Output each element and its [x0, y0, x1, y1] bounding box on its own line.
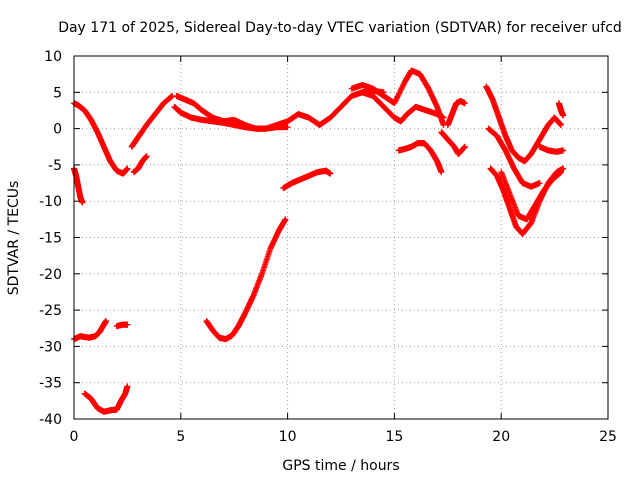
- series-arc16: [203, 216, 289, 343]
- x-tick-label: 15: [385, 429, 403, 445]
- data-point: [394, 93, 401, 100]
- series-arc22: [555, 100, 567, 119]
- y-axis-label: SDTVAR / TECUs: [6, 181, 22, 296]
- data-point: [124, 321, 131, 328]
- data-point: [79, 199, 86, 206]
- data-point: [391, 100, 398, 107]
- data-point: [558, 121, 565, 128]
- data-point: [143, 153, 150, 160]
- series-arc21: [536, 143, 567, 155]
- data-point: [558, 169, 565, 176]
- y-tick-label: -25: [39, 303, 62, 319]
- y-tick-label: -20: [39, 267, 62, 283]
- series-arc3: [71, 317, 110, 343]
- data-point: [284, 124, 291, 131]
- data-point: [124, 383, 131, 390]
- data-points: [71, 67, 567, 415]
- x-tick-label: 25: [599, 429, 617, 445]
- data-point: [536, 180, 543, 187]
- data-point: [560, 147, 567, 154]
- series-arc7: [128, 92, 176, 150]
- x-tick-label: 5: [176, 429, 185, 445]
- data-point: [396, 89, 403, 96]
- series-arc9: [173, 87, 387, 132]
- data-point: [461, 143, 468, 150]
- series-arc15: [280, 167, 334, 192]
- x-tick-label: 0: [70, 429, 79, 445]
- series-arc12: [395, 140, 445, 176]
- data-point: [395, 92, 402, 99]
- grid: [74, 56, 608, 419]
- series-arc11: [359, 89, 447, 125]
- axis-ticks: 0 5 10 15 20 25 -40 -35 -30 -25 -20 -15 -10 -5 0 5 10: [39, 49, 617, 445]
- data-point: [399, 83, 406, 90]
- y-tick-label: -10: [39, 194, 62, 210]
- y-tick-label: 10: [44, 49, 62, 65]
- data-point: [392, 98, 399, 105]
- series-arc5: [81, 383, 131, 415]
- data-point: [398, 85, 405, 92]
- series-arc1: [71, 100, 131, 177]
- data-point: [124, 165, 131, 172]
- y-tick-label: -35: [39, 376, 62, 392]
- series-arc13: [444, 98, 468, 128]
- y-tick-label: -5: [48, 158, 62, 174]
- y-tick-label: -40: [39, 412, 62, 428]
- series-arc14: [438, 129, 468, 158]
- data-point: [282, 216, 289, 223]
- data-point: [103, 317, 110, 324]
- y-tick-label: -30: [39, 339, 62, 355]
- data-point: [398, 86, 405, 93]
- series-arc4: [113, 321, 131, 330]
- series-arc10: [348, 67, 447, 128]
- data-point: [393, 96, 400, 103]
- series-arc17: [483, 83, 565, 165]
- data-point: [560, 112, 567, 119]
- data-point: [397, 87, 404, 94]
- data-point: [438, 169, 445, 176]
- series-arc20: [498, 169, 565, 223]
- data-point: [461, 100, 468, 107]
- chart-title: Day 171 of 2025, Sidereal Day-to-day VTE…: [58, 20, 622, 36]
- y-tick-label: 0: [53, 122, 62, 138]
- data-point: [327, 170, 334, 177]
- series-arc6: [130, 153, 150, 176]
- data-point: [392, 97, 399, 104]
- x-tick-label: 10: [279, 429, 297, 445]
- x-axis-label: GPS time / hours: [282, 458, 399, 474]
- series-arc2: [71, 165, 86, 206]
- data-point: [400, 81, 407, 88]
- series-arc18: [485, 125, 543, 190]
- data-point: [396, 90, 403, 97]
- data-point: [440, 114, 447, 121]
- y-tick-label: -15: [39, 231, 62, 247]
- data-point: [400, 82, 407, 89]
- data-point: [394, 94, 401, 101]
- x-tick-label: 20: [492, 429, 510, 445]
- y-tick-label: 5: [53, 85, 62, 101]
- data-point: [560, 165, 567, 172]
